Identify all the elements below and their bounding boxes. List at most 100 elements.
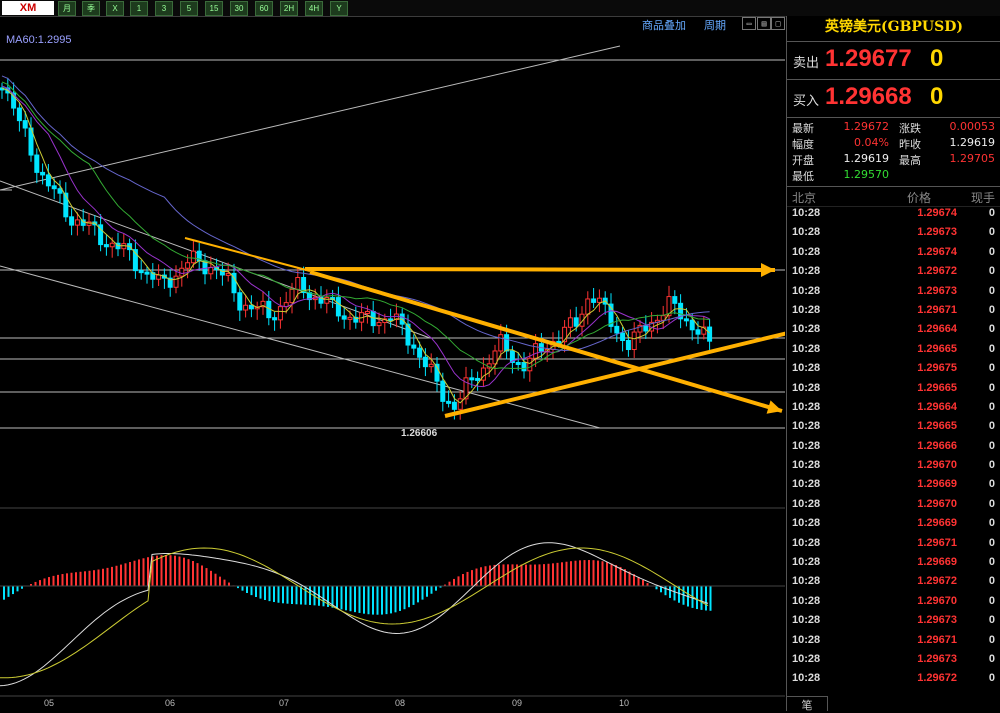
candle [74,219,80,226]
high-value: 1.29705 [949,152,996,165]
open-value: 1.29619 [843,152,890,165]
period-button-7[interactable]: 30 [230,1,248,16]
candle [243,304,249,311]
latest-value: 1.29672 [843,120,890,133]
period-button-4[interactable]: 3 [155,1,173,16]
candle [504,334,510,352]
candle [45,174,51,187]
tick-time: 10:28 [792,478,821,491]
tick-time: 10:28 [792,284,821,297]
candle [16,107,22,122]
candle [672,296,678,304]
tick-row: 10:28 1.29671 0 [787,304,1000,323]
price-chart[interactable]: 商品叠加 周期 ▭ ▤ □ MA60:1.2995 1.26606 05 06 … [0,16,785,711]
candle [707,326,713,342]
tick-volume: 0 [988,284,995,297]
tick-row: 10:28 1.29670 0 [787,498,1000,517]
low-price-label: 1.26606 [401,428,438,439]
candle [689,319,695,331]
stats-block: 最新 1.29672 涨跌 0.00053 幅度 0.04% 昨收 1.2961… [787,118,1000,187]
candle [150,272,156,280]
macd-dea-line [0,547,709,679]
period-button-6[interactable]: 15 [205,1,223,16]
candle [579,313,585,327]
candle [237,292,243,311]
tick-price: 1.29674 [917,245,957,258]
tick-row: 10:28 1.29670 0 [787,459,1000,478]
maximize-icon[interactable]: □ [771,17,785,30]
add-symbol-link[interactable]: 商品叠加 [642,19,686,32]
candle [173,275,179,288]
open-label: 开盘 [792,154,814,167]
tick-volume: 0 [988,556,995,569]
tick-row: 10:28 1.29671 0 [787,634,1000,653]
candle [480,367,486,381]
toolbar: XM 月季 X 1 3 5 15 30 60 2H 4H Y [0,0,1000,17]
candle [86,221,92,226]
tick-price: 1.29673 [917,614,957,627]
period-button-0[interactable]: 月 [58,1,76,16]
candle [451,401,457,410]
candle [533,343,539,359]
candle [364,310,370,314]
falling-trend-arrow-head [766,400,782,414]
candle [509,350,515,363]
ticks-header-time: 北京 [792,191,817,205]
x-label-06: 06 [165,698,176,708]
buy-row[interactable]: 买入 1.29668 0 [787,80,1000,118]
candle [405,323,411,346]
period-button-3[interactable]: 1 [130,1,148,16]
xm-logo: XM [2,1,54,15]
panel-footer-tab[interactable]: 笔 [787,696,828,712]
candle [573,317,579,327]
period-link[interactable]: 周期 [704,19,726,32]
tick-volume: 0 [988,517,995,530]
resistance-arrow [304,267,776,272]
candle [225,272,231,276]
candle [231,272,237,294]
candle [40,171,46,176]
chart-canvas[interactable] [0,16,785,711]
tick-row: 10:28 1.29669 0 [787,556,1000,575]
candle [103,244,109,248]
tick-time: 10:28 [792,614,821,627]
symbol-title: 英镑美元(GBPUSD) [787,16,1000,42]
period-button-11[interactable]: Y [330,1,348,16]
candle [353,316,359,323]
candle [167,277,173,288]
candle [376,322,382,327]
sell-row[interactable]: 卖出 1.29677 0 [787,42,1000,80]
tile-icon[interactable]: ▤ [757,17,771,30]
tick-row: 10:28 1.29665 0 [787,420,1000,439]
candle [179,267,185,277]
tick-time: 10:28 [792,207,821,219]
candle [643,324,649,332]
period-button-1[interactable]: 季 [82,1,100,16]
tick-time: 10:28 [792,400,821,413]
resistance-arrow-head [760,262,775,277]
ma-purple [1,85,710,388]
prev-close-value: 1.29619 [949,136,996,149]
candle [440,380,446,402]
candle [57,188,63,194]
restore-icon[interactable]: ▭ [742,17,756,30]
candle [272,317,278,321]
candle [370,310,376,327]
candle [132,249,138,272]
period-button-5[interactable]: 5 [180,1,198,16]
rising-trend-arrow [444,331,785,418]
tick-price: 1.29673 [917,652,957,665]
period-button-8[interactable]: 60 [255,1,273,16]
period-button-2[interactable]: X [106,1,124,16]
ticks-list[interactable]: 10:28 1.29674 0 10:28 1.29673 0 10:28 1.29674 0 1… [787,207,1000,692]
candle [98,224,104,246]
candle [614,325,620,334]
period-button-9[interactable]: 2H [280,1,298,16]
tick-row: 10:28 1.29669 0 [787,517,1000,536]
candle [492,350,498,365]
sell-label: 卖出 [793,56,820,71]
candle [562,326,568,343]
ticks-header: 北京 价格 现手 [787,187,1000,207]
tick-time: 10:28 [792,497,821,510]
period-button-10[interactable]: 4H [305,1,323,16]
